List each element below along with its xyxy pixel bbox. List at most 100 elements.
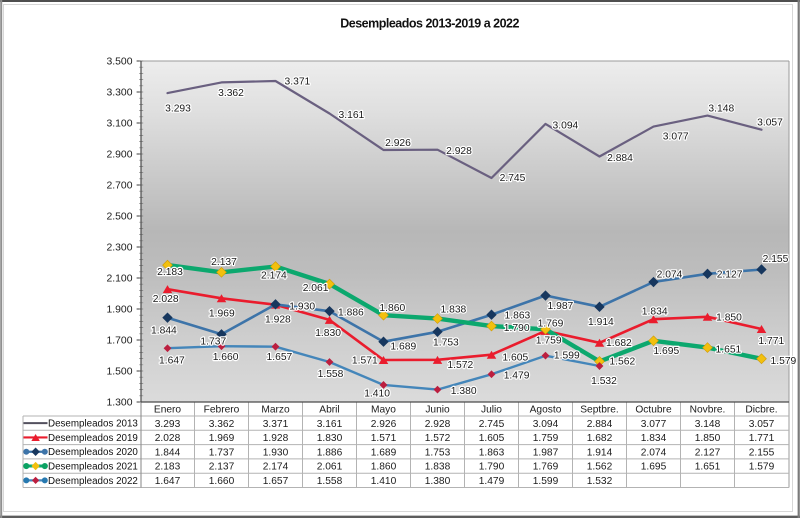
svg-text:1.572: 1.572 [447, 360, 473, 371]
svg-text:Novbre.: Novbre. [690, 405, 726, 416]
svg-text:Dicbre.: Dicbre. [745, 405, 777, 416]
svg-text:2.155: 2.155 [763, 254, 789, 265]
svg-text:1.834: 1.834 [642, 307, 668, 318]
svg-text:2.884: 2.884 [607, 153, 633, 164]
svg-text:1.599: 1.599 [554, 351, 580, 362]
svg-text:3.293: 3.293 [155, 419, 181, 430]
svg-text:1.689: 1.689 [371, 447, 397, 458]
svg-text:2.745: 2.745 [500, 173, 526, 184]
svg-text:1.682: 1.682 [587, 433, 613, 444]
svg-text:Mayo: Mayo [371, 405, 396, 416]
svg-text:1.532: 1.532 [591, 376, 617, 387]
svg-text:2.926: 2.926 [371, 419, 397, 430]
svg-text:2.137: 2.137 [211, 257, 237, 268]
svg-text:Octubre: Octubre [635, 405, 672, 416]
svg-text:2.926: 2.926 [385, 138, 411, 149]
svg-text:1.695: 1.695 [641, 462, 667, 473]
svg-text:1.571: 1.571 [352, 356, 378, 367]
svg-text:1.771: 1.771 [758, 336, 784, 347]
svg-text:1.844: 1.844 [155, 447, 181, 458]
svg-text:1.572: 1.572 [425, 433, 451, 444]
svg-text:2.074: 2.074 [657, 270, 683, 281]
svg-text:1.651: 1.651 [716, 344, 742, 355]
svg-text:1.300: 1.300 [106, 398, 132, 409]
svg-text:1.647: 1.647 [159, 356, 185, 367]
svg-text:1.863: 1.863 [479, 447, 505, 458]
svg-text:1.860: 1.860 [371, 462, 397, 473]
svg-text:3.148: 3.148 [695, 419, 721, 430]
svg-text:2.137: 2.137 [209, 462, 235, 473]
svg-text:1.771: 1.771 [749, 433, 775, 444]
svg-text:2.500: 2.500 [106, 212, 132, 223]
svg-text:2.745: 2.745 [479, 419, 505, 430]
svg-text:2.028: 2.028 [153, 294, 179, 305]
svg-text:2.028: 2.028 [155, 433, 181, 444]
svg-text:2.061: 2.061 [303, 283, 329, 294]
svg-text:3.094: 3.094 [533, 419, 559, 430]
svg-text:3.362: 3.362 [218, 88, 244, 99]
svg-text:1.562: 1.562 [609, 356, 635, 367]
svg-text:1.558: 1.558 [317, 476, 343, 487]
svg-text:1.380: 1.380 [451, 386, 477, 397]
svg-text:1.753: 1.753 [425, 447, 451, 458]
svg-text:1.790: 1.790 [479, 462, 505, 473]
svg-text:1.830: 1.830 [317, 433, 343, 444]
svg-text:1.380: 1.380 [425, 476, 451, 487]
svg-text:1.759: 1.759 [533, 433, 559, 444]
svg-text:3.077: 3.077 [641, 419, 667, 430]
svg-text:1.558: 1.558 [318, 369, 344, 380]
svg-text:Enero: Enero [154, 405, 182, 416]
svg-text:1.571: 1.571 [371, 433, 397, 444]
svg-text:2.174: 2.174 [263, 462, 289, 473]
svg-text:1.479: 1.479 [479, 476, 505, 487]
svg-text:1.500: 1.500 [106, 367, 132, 378]
svg-text:1.790: 1.790 [504, 323, 530, 334]
svg-text:3.300: 3.300 [106, 88, 132, 99]
svg-text:3.293: 3.293 [165, 104, 191, 115]
svg-text:1.886: 1.886 [317, 447, 343, 458]
svg-text:2.928: 2.928 [446, 146, 472, 157]
svg-text:1.660: 1.660 [213, 352, 239, 363]
svg-text:1.863: 1.863 [505, 310, 531, 321]
svg-text:Agosto: Agosto [530, 405, 562, 416]
svg-text:1.410: 1.410 [364, 389, 390, 400]
svg-text:3.371: 3.371 [285, 77, 311, 88]
svg-text:2.300: 2.300 [106, 243, 132, 254]
svg-text:2.074: 2.074 [641, 447, 667, 458]
svg-text:Febrero: Febrero [204, 405, 240, 416]
svg-text:1.753: 1.753 [433, 338, 459, 349]
svg-text:2.700: 2.700 [106, 181, 132, 192]
svg-text:1.834: 1.834 [641, 433, 667, 444]
svg-text:1.410: 1.410 [371, 476, 397, 487]
svg-text:3.094: 3.094 [553, 120, 579, 131]
svg-text:1.838: 1.838 [425, 462, 451, 473]
svg-text:3.161: 3.161 [339, 110, 365, 121]
svg-text:3.371: 3.371 [263, 419, 289, 430]
svg-text:1.682: 1.682 [606, 338, 632, 349]
svg-text:3.100: 3.100 [106, 119, 132, 130]
svg-text:3.077: 3.077 [663, 132, 689, 143]
svg-text:2.100: 2.100 [106, 274, 132, 285]
svg-text:3.500: 3.500 [106, 57, 132, 68]
svg-text:2.127: 2.127 [695, 447, 721, 458]
svg-text:3.057: 3.057 [757, 118, 783, 129]
svg-text:2.884: 2.884 [587, 419, 613, 430]
svg-text:Desempleados 2013-2019 a 2022: Desempleados 2013-2019 a 2022 [340, 17, 519, 31]
svg-text:Desempleados 2019: Desempleados 2019 [48, 433, 138, 444]
svg-text:1.700: 1.700 [106, 336, 132, 347]
svg-text:Marzo: Marzo [261, 405, 290, 416]
svg-text:1.579: 1.579 [749, 462, 775, 473]
svg-text:2.127: 2.127 [717, 270, 743, 281]
svg-text:1.599: 1.599 [533, 476, 559, 487]
svg-text:2.928: 2.928 [425, 419, 451, 430]
svg-text:1.532: 1.532 [587, 476, 613, 487]
svg-text:1.769: 1.769 [533, 462, 559, 473]
svg-text:1.657: 1.657 [263, 476, 289, 487]
svg-text:1.969: 1.969 [209, 433, 235, 444]
svg-text:1.479: 1.479 [504, 371, 530, 382]
svg-text:3.148: 3.148 [708, 104, 734, 115]
svg-text:Desempleados 2022: Desempleados 2022 [48, 476, 138, 487]
svg-text:3.362: 3.362 [209, 419, 235, 430]
svg-text:1.605: 1.605 [479, 433, 505, 444]
svg-text:1.605: 1.605 [502, 353, 528, 364]
